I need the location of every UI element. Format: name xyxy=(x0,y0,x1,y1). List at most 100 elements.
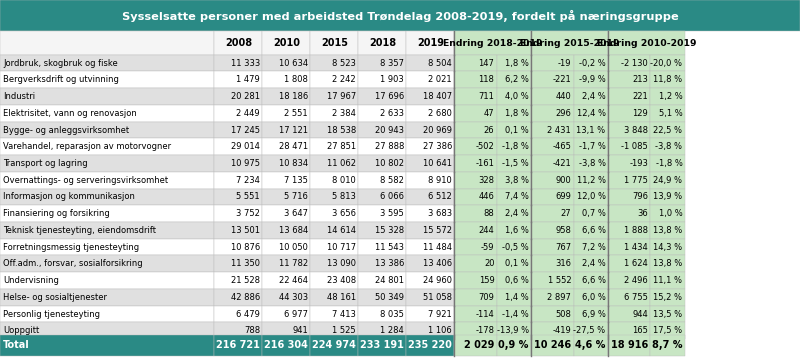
Text: -3,8 %: -3,8 % xyxy=(655,142,682,151)
Bar xyxy=(497,71,531,88)
Bar xyxy=(650,222,685,239)
Text: 1 434: 1 434 xyxy=(624,243,648,252)
Bar xyxy=(310,88,358,105)
Text: 235 220: 235 220 xyxy=(408,341,452,350)
Bar xyxy=(531,172,574,189)
Text: 709: 709 xyxy=(478,293,494,302)
Bar xyxy=(650,306,685,323)
Bar xyxy=(214,222,262,239)
Bar xyxy=(608,122,650,138)
Text: 15 328: 15 328 xyxy=(375,226,404,235)
Text: 13,8 %: 13,8 % xyxy=(653,226,682,235)
Text: 47: 47 xyxy=(484,109,494,118)
Text: Bygge- og anleggsvirksomhet: Bygge- og anleggsvirksomhet xyxy=(3,126,130,135)
Text: 1,6 %: 1,6 % xyxy=(505,226,529,235)
Bar xyxy=(214,71,262,88)
Bar xyxy=(262,71,310,88)
Text: 11 782: 11 782 xyxy=(279,259,308,268)
Text: -178: -178 xyxy=(475,326,494,335)
Text: 244: 244 xyxy=(478,226,494,235)
Bar xyxy=(497,122,531,138)
Text: 8 357: 8 357 xyxy=(380,59,404,68)
Text: Endring 2015-2019: Endring 2015-2019 xyxy=(520,39,619,48)
Bar xyxy=(608,306,650,323)
Bar xyxy=(574,289,608,306)
Bar xyxy=(0,88,214,105)
Text: 18 407: 18 407 xyxy=(423,92,452,101)
Bar xyxy=(454,205,497,222)
Text: 1 775: 1 775 xyxy=(624,176,648,185)
Text: -59: -59 xyxy=(481,243,494,252)
Text: 5 551: 5 551 xyxy=(236,192,260,201)
Bar xyxy=(574,189,608,205)
Text: 1 106: 1 106 xyxy=(428,326,452,335)
Bar xyxy=(531,105,574,122)
Text: 0,7 %: 0,7 % xyxy=(582,209,606,218)
Bar xyxy=(497,55,531,71)
Text: 27 386: 27 386 xyxy=(422,142,452,151)
Bar xyxy=(454,31,531,55)
Bar xyxy=(310,172,358,189)
Bar xyxy=(650,122,685,138)
Bar xyxy=(608,239,650,256)
Text: 11 062: 11 062 xyxy=(327,159,356,168)
Bar xyxy=(531,222,574,239)
Bar xyxy=(214,55,262,71)
Bar xyxy=(497,105,531,122)
Text: 28 471: 28 471 xyxy=(279,142,308,151)
Text: 2 029: 2 029 xyxy=(464,341,494,350)
Bar xyxy=(454,172,497,189)
Text: 3 752: 3 752 xyxy=(236,209,260,218)
Text: -19: -19 xyxy=(558,59,571,68)
Bar xyxy=(0,172,214,189)
Text: 221: 221 xyxy=(632,92,648,101)
Bar xyxy=(310,189,358,205)
Text: 10 876: 10 876 xyxy=(230,243,260,252)
Bar xyxy=(574,272,608,289)
Text: 213: 213 xyxy=(632,75,648,84)
Bar xyxy=(454,122,497,138)
Text: Informasjon og kommunikasjon: Informasjon og kommunikasjon xyxy=(3,192,135,201)
Text: 118: 118 xyxy=(478,75,494,84)
Text: 11,1 %: 11,1 % xyxy=(654,276,682,285)
Bar xyxy=(0,239,214,256)
Text: 2,4 %: 2,4 % xyxy=(582,92,606,101)
Text: -0,5 %: -0,5 % xyxy=(502,243,529,252)
Bar xyxy=(454,256,497,272)
Bar xyxy=(406,205,454,222)
Text: -161: -161 xyxy=(475,159,494,168)
Text: 11,2 %: 11,2 % xyxy=(577,176,606,185)
Text: -1 085: -1 085 xyxy=(622,142,648,151)
Text: 0,6 %: 0,6 % xyxy=(505,276,529,285)
Text: -9,9 %: -9,9 % xyxy=(579,75,606,84)
Bar xyxy=(497,88,531,105)
Text: 13 090: 13 090 xyxy=(327,259,356,268)
Bar xyxy=(262,138,310,155)
Text: 14 614: 14 614 xyxy=(327,226,356,235)
Bar xyxy=(574,205,608,222)
Text: 2010: 2010 xyxy=(273,38,300,48)
Text: 17 245: 17 245 xyxy=(231,126,260,135)
Text: 20: 20 xyxy=(484,259,494,268)
Text: 10 717: 10 717 xyxy=(327,243,356,252)
Bar xyxy=(454,71,497,88)
Text: 10 050: 10 050 xyxy=(279,243,308,252)
Text: Teknisk tjenesteyting, eiendomsdrift: Teknisk tjenesteyting, eiendomsdrift xyxy=(3,226,156,235)
Bar xyxy=(454,155,497,172)
Text: 1 903: 1 903 xyxy=(380,75,404,84)
Text: 767: 767 xyxy=(555,243,571,252)
Bar xyxy=(310,138,358,155)
Text: 22,5 %: 22,5 % xyxy=(654,126,682,135)
Bar xyxy=(310,122,358,138)
Text: 944: 944 xyxy=(632,310,648,319)
Bar xyxy=(262,335,310,356)
Text: 7,4 %: 7,4 % xyxy=(505,192,529,201)
Bar xyxy=(0,205,214,222)
Text: -20,0 %: -20,0 % xyxy=(650,59,682,68)
Bar xyxy=(358,222,406,239)
Bar xyxy=(310,105,358,122)
Bar xyxy=(358,335,406,356)
Bar xyxy=(214,323,262,339)
Text: 17,5 %: 17,5 % xyxy=(654,326,682,335)
Bar xyxy=(262,88,310,105)
